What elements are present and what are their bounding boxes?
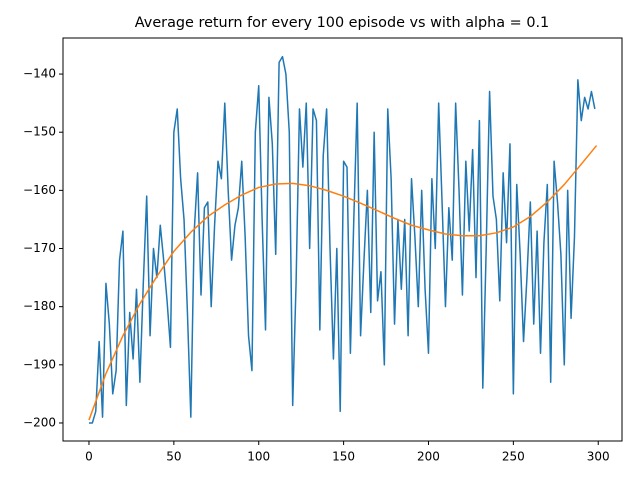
y-tick-label: −160 <box>23 183 56 197</box>
x-tick-label: 150 <box>332 450 355 464</box>
y-tick-label: −140 <box>23 67 56 81</box>
x-tick-label: 0 <box>85 450 93 464</box>
y-tick-label: −180 <box>23 299 56 313</box>
y-tick-label: −170 <box>23 241 56 255</box>
y-tick-label: −190 <box>23 357 56 371</box>
x-tick-label: 50 <box>166 450 181 464</box>
y-tick-label: −150 <box>23 125 56 139</box>
line-series <box>88 55 596 424</box>
x-tick-label: 300 <box>587 450 610 464</box>
plot-frame <box>62 37 623 442</box>
line-series <box>88 145 598 421</box>
y-tick-label: −200 <box>23 415 56 429</box>
x-tick-label: 250 <box>502 450 525 464</box>
x-tick-label: 100 <box>247 450 270 464</box>
x-tick-label: 200 <box>417 450 440 464</box>
chart-title: Average return for every 100 episode vs … <box>135 15 549 31</box>
